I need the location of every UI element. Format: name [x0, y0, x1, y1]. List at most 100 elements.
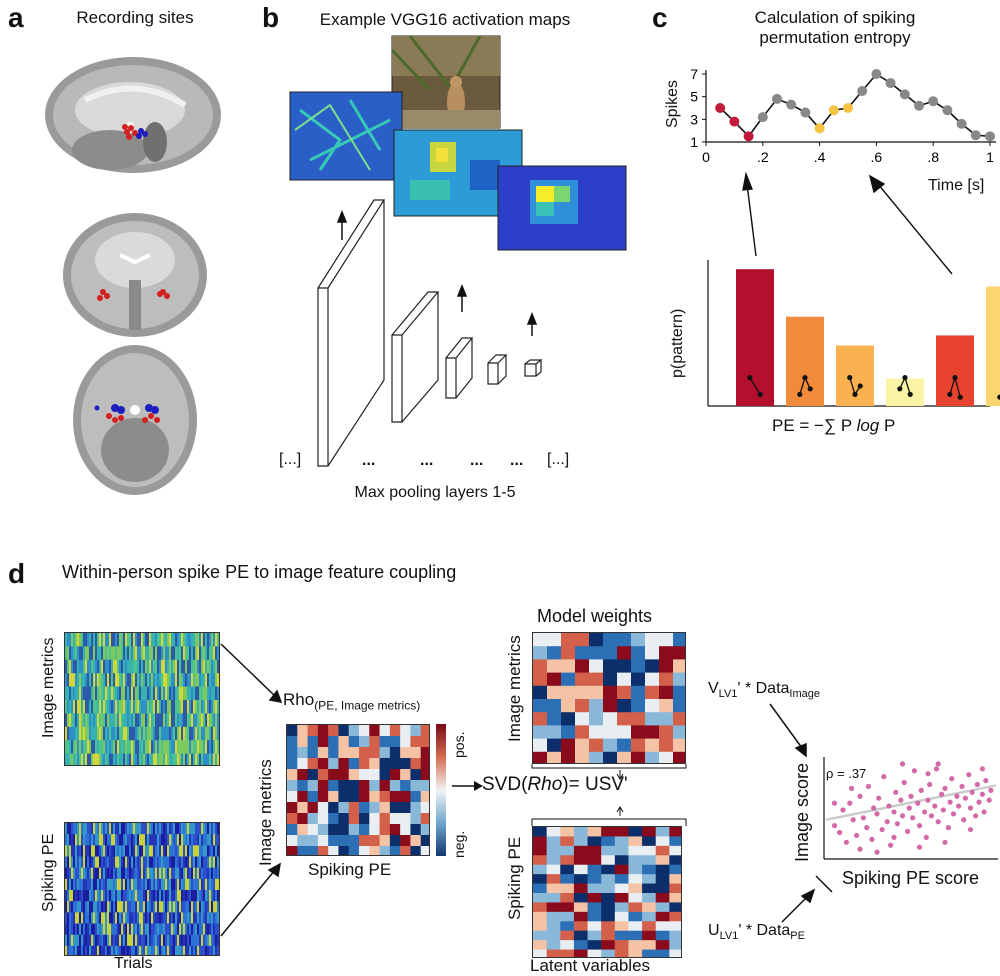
latent-variable-cell	[669, 884, 682, 894]
latent-variable-cell	[642, 865, 656, 875]
latent-ylabel: Spiking PE	[505, 837, 525, 920]
model-weight-cell	[575, 712, 590, 726]
latent-variable-cell	[574, 921, 588, 931]
latent-variable-cell	[533, 836, 547, 846]
scatter-point	[959, 784, 964, 789]
latent-variable-cell	[533, 846, 547, 856]
latent-variable-cell	[588, 884, 602, 894]
rho-cell	[297, 813, 308, 825]
scatter-point	[844, 840, 849, 845]
spike-point	[871, 69, 881, 79]
u-sub: LV1	[720, 930, 739, 942]
rho-cell	[369, 813, 380, 825]
latent-variable-cell	[642, 827, 656, 837]
panel-a-letter: a	[8, 2, 24, 34]
formula-post: P	[879, 416, 895, 435]
brain-sagittal	[45, 57, 221, 173]
model-weight-cell	[533, 673, 548, 687]
rho-cell	[369, 791, 380, 803]
latent-variable-cell	[547, 912, 561, 922]
v-formula: VLV1' * DataImage	[708, 680, 820, 700]
rho-cell	[287, 835, 298, 847]
pattern-icon-dot	[902, 375, 907, 380]
rho-cell	[410, 758, 421, 770]
rho-cell	[287, 758, 298, 770]
model-weight-cell	[547, 699, 562, 713]
brain-coronal	[63, 213, 207, 337]
model-weight-cell	[603, 712, 618, 726]
scatter-point	[876, 796, 881, 801]
rho-cell	[287, 791, 298, 803]
rho-cell	[338, 780, 349, 792]
model-weight-cell	[603, 686, 618, 700]
latent-variable-cell	[656, 931, 670, 941]
latent-variable-cell	[560, 893, 574, 903]
image-metrics-heatmap	[64, 632, 220, 766]
latent-variable-cell	[615, 893, 629, 903]
panel-c-title-1: Calculation of spiking	[700, 8, 970, 28]
rho-cell	[359, 736, 370, 748]
rho-cell	[318, 802, 329, 814]
scatter-point	[832, 823, 837, 828]
latent-variable-cell	[560, 921, 574, 931]
scatter-point	[942, 786, 947, 791]
rho-cell	[359, 769, 370, 781]
pattern-icon-dot	[908, 392, 913, 397]
rho-cell	[338, 846, 349, 856]
latent-variable-cell	[628, 912, 642, 922]
scatter-point	[885, 819, 890, 824]
dots-4: ...	[510, 452, 523, 470]
latent-variable-cell	[588, 940, 602, 950]
latent-variable-cell	[601, 921, 615, 931]
scatter-point	[980, 766, 985, 771]
latent-variable-cell	[669, 902, 682, 912]
rho-cell	[380, 780, 391, 792]
rho-cell	[410, 736, 421, 748]
model-weight-cell	[631, 712, 646, 726]
model-weight-cell	[617, 646, 632, 660]
latent-variable-cell	[615, 846, 629, 856]
latent-variable-cell	[601, 884, 615, 894]
latent-variable-cell	[588, 836, 602, 846]
model-weight-cell	[589, 633, 604, 647]
pe-formula: PE = −∑ P log P	[772, 416, 895, 436]
panel-c-letter: c	[652, 2, 668, 34]
rho-cell	[390, 835, 401, 847]
model-weight-cell	[631, 659, 646, 673]
rho-cell	[308, 780, 319, 792]
scatter-point	[864, 825, 869, 830]
model-weight-cell	[645, 673, 660, 687]
spike-point	[715, 103, 725, 113]
latent-variable-cell	[669, 865, 682, 875]
rho-cell	[328, 835, 339, 847]
dots-2: ...	[420, 452, 433, 470]
image-score-label: Image score	[792, 763, 813, 862]
latent-variable-cell	[547, 921, 561, 931]
latent-variable-cell	[669, 950, 682, 958]
model-weight-cell	[547, 646, 562, 660]
model-weight-cell	[561, 659, 576, 673]
scatter-point	[891, 835, 896, 840]
rho-cell	[410, 835, 421, 847]
rho-cell	[380, 725, 391, 737]
latent-variable-cell	[601, 931, 615, 941]
scatter-point	[874, 850, 879, 855]
model-weight-cell	[659, 725, 674, 739]
rho-cell	[349, 791, 360, 803]
rho-cell	[390, 813, 401, 825]
latent-variable-cell	[560, 931, 574, 941]
image-metrics-label: Image metrics	[40, 638, 58, 738]
scatter-point	[891, 809, 896, 814]
rho-cell	[400, 780, 411, 792]
spike-point	[942, 105, 952, 115]
scatter-point	[919, 788, 924, 793]
model-weight-cell	[617, 699, 632, 713]
scatter-point	[968, 805, 973, 810]
rho-title: Rho(PE, Image metrics)	[283, 690, 420, 712]
latent-variable-cell	[533, 855, 547, 865]
matrix-brackets	[530, 764, 692, 826]
model-weights-title: Model weights	[537, 606, 652, 627]
latent-variable-cell	[588, 912, 602, 922]
latent-variable-cell	[547, 855, 561, 865]
rho-cell	[380, 835, 391, 847]
